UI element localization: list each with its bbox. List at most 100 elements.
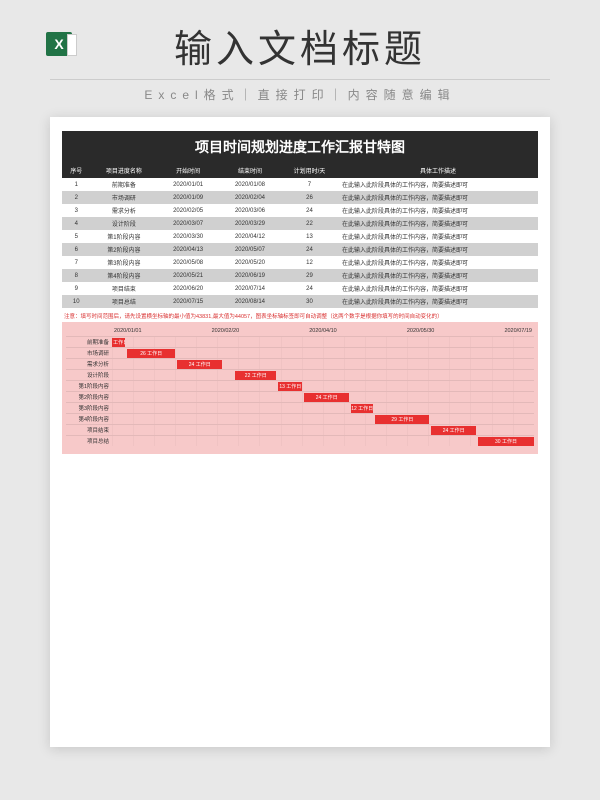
- gantt-bar: 29 工作日: [375, 415, 429, 424]
- gantt-bar: 24 工作日: [177, 360, 222, 369]
- table-row: 1前期准备2020/01/012020/01/087在此输入此阶段具体的工作内容…: [62, 178, 538, 191]
- cell-days: 24: [281, 282, 338, 295]
- gantt-bar: 24 工作日: [431, 426, 476, 435]
- table-row: 8第4阶段内容2020/05/212020/06/1929在此输入此阶段具体的工…: [62, 269, 538, 282]
- table-row: 6第2阶段内容2020/04/132020/05/0724在此输入此阶段具体的工…: [62, 243, 538, 256]
- cell-days: 30: [281, 295, 338, 308]
- table-row: 3需求分析2020/02/052020/03/0624在此输入此阶段具体的工作内…: [62, 204, 538, 217]
- gantt-row-label: 需求分析: [66, 360, 112, 368]
- cell-end: 2020/07/14: [219, 282, 281, 295]
- document-page: 项目时间规划进度工作汇报甘特图 序号 项目进度名称 开始时间 结束时间 计划用时…: [50, 117, 550, 747]
- cell-no: 4: [62, 217, 91, 230]
- cell-no: 2: [62, 191, 91, 204]
- gantt-row: 项目总结30 工作日: [66, 435, 534, 446]
- sub-title: Excel格式｜直接打印｜内容随意编辑: [0, 86, 600, 103]
- gantt-date-label: 2020/05/30: [407, 328, 435, 334]
- gantt-row: 第3阶段内容12 工作日: [66, 402, 534, 413]
- gantt-track: 7 工作日: [112, 337, 534, 347]
- cell-name: 前期准备: [91, 178, 158, 191]
- cell-start: 2020/03/07: [157, 217, 219, 230]
- gantt-row: 市场调研 26 工作日: [66, 347, 534, 358]
- col-end: 结束时间: [219, 163, 281, 178]
- cell-days: 24: [281, 204, 338, 217]
- gantt-bar: 7 工作日: [112, 338, 125, 347]
- gantt-row-label: 前期准备: [66, 338, 112, 346]
- cell-start: 2020/07/15: [157, 295, 219, 308]
- document-title: 项目时间规划进度工作汇报甘特图: [62, 131, 538, 163]
- cell-days: 22: [281, 217, 338, 230]
- gantt-row-label: 市场调研: [66, 349, 112, 357]
- cell-desc: 在此输入此阶段具体的工作内容，简要描述即可: [338, 217, 538, 230]
- table-row: 2市场调研2020/01/092020/02/0426在此输入此阶段具体的工作内…: [62, 191, 538, 204]
- gantt-track: 13 工作日: [112, 381, 534, 391]
- gantt-track: 24 工作日: [112, 392, 534, 402]
- gantt-track: 26 工作日: [112, 348, 534, 358]
- cell-no: 3: [62, 204, 91, 217]
- gantt-chart: 2020/01/012020/02/202020/04/102020/05/30…: [62, 322, 538, 454]
- gantt-row: 设计阶段 22 工作日: [66, 369, 534, 380]
- cell-days: 29: [281, 269, 338, 282]
- cell-desc: 在此输入此阶段具体的工作内容，简要描述即可: [338, 269, 538, 282]
- template-header: X 输入文档标题 Excel格式｜直接打印｜内容随意编辑: [0, 18, 600, 103]
- cell-desc: 在此输入此阶段具体的工作内容，简要描述即可: [338, 230, 538, 243]
- cell-start: 2020/01/09: [157, 191, 219, 204]
- gantt-row: 前期准备7 工作日: [66, 336, 534, 347]
- cell-days: 26: [281, 191, 338, 204]
- col-days: 计划用时/天: [281, 163, 338, 178]
- cell-days: 12: [281, 256, 338, 269]
- gantt-bar: 22 工作日: [235, 371, 276, 380]
- cell-no: 8: [62, 269, 91, 282]
- cell-no: 10: [62, 295, 91, 308]
- gantt-track: 22 工作日: [112, 370, 534, 380]
- cell-desc: 在此输入此阶段具体的工作内容，简要描述即可: [338, 282, 538, 295]
- table-row: 5第1阶段内容2020/03/302020/04/1213在此输入此阶段具体的工…: [62, 230, 538, 243]
- gantt-row: 第4阶段内容 29 工作日: [66, 413, 534, 424]
- col-start: 开始时间: [157, 163, 219, 178]
- cell-end: 2020/05/20: [219, 256, 281, 269]
- cell-desc: 在此输入此阶段具体的工作内容，简要描述即可: [338, 295, 538, 308]
- gantt-date-label: 2020/07/19: [504, 328, 532, 334]
- cell-desc: 在此输入此阶段具体的工作内容，简要描述即可: [338, 178, 538, 191]
- col-no: 序号: [62, 163, 91, 178]
- cell-name: 项目总结: [91, 295, 158, 308]
- cell-days: 24: [281, 243, 338, 256]
- cell-start: 2020/06/20: [157, 282, 219, 295]
- gantt-row: 第2阶段内容24 工作日: [66, 391, 534, 402]
- gantt-row-label: 第4阶段内容: [66, 415, 112, 423]
- cell-name: 项目结束: [91, 282, 158, 295]
- gantt-x-axis: 2020/01/012020/02/202020/04/102020/05/30…: [112, 328, 534, 336]
- col-name: 项目进度名称: [91, 163, 158, 178]
- col-desc: 具体工作描述: [338, 163, 538, 178]
- cell-name: 市场调研: [91, 191, 158, 204]
- cell-name: 第1阶段内容: [91, 230, 158, 243]
- gantt-row-label: 设计阶段: [66, 371, 112, 379]
- gantt-track: 24 工作日: [112, 425, 534, 435]
- gantt-bar: 13 工作日: [278, 382, 302, 391]
- cell-desc: 在此输入此阶段具体的工作内容，简要描述即可: [338, 204, 538, 217]
- gantt-track: 12 工作日: [112, 403, 534, 413]
- gantt-bar: 26 工作日: [127, 349, 176, 358]
- table-row: 7第3阶段内容2020/05/082020/05/2012在此输入此阶段具体的工…: [62, 256, 538, 269]
- cell-start: 2020/05/08: [157, 256, 219, 269]
- cell-no: 9: [62, 282, 91, 295]
- gantt-row-label: 第3阶段内容: [66, 404, 112, 412]
- table-header-row: 序号 项目进度名称 开始时间 结束时间 计划用时/天 具体工作描述: [62, 163, 538, 178]
- cell-end: 2020/06/19: [219, 269, 281, 282]
- gantt-date-label: 2020/02/20: [212, 328, 240, 334]
- cell-start: 2020/04/13: [157, 243, 219, 256]
- cell-desc: 在此输入此阶段具体的工作内容，简要描述即可: [338, 191, 538, 204]
- excel-icon: X: [46, 32, 72, 56]
- cell-start: 2020/05/21: [157, 269, 219, 282]
- cell-no: 5: [62, 230, 91, 243]
- gantt-row-label: 第1阶段内容: [66, 382, 112, 390]
- cell-name: 需求分析: [91, 204, 158, 217]
- gantt-bar: 24 工作日: [304, 393, 349, 402]
- table-row: 9项目结束2020/06/202020/07/1424在此输入此阶段具体的工作内…: [62, 282, 538, 295]
- gantt-bar: 30 工作日: [478, 437, 534, 446]
- cell-days: 7: [281, 178, 338, 191]
- gantt-track: 30 工作日: [112, 436, 534, 446]
- cell-end: 2020/03/06: [219, 204, 281, 217]
- gantt-row: 第1阶段内容 13 工作日: [66, 380, 534, 391]
- cell-no: 1: [62, 178, 91, 191]
- gantt-track: 29 工作日: [112, 414, 534, 424]
